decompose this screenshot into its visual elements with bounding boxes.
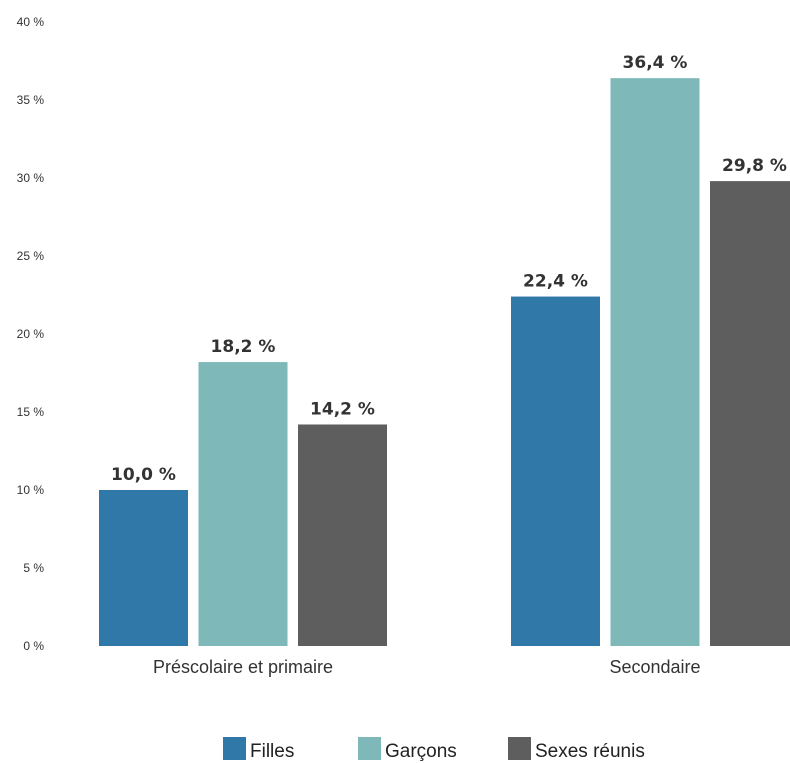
y-tick-label: 0 % <box>23 639 44 653</box>
y-tick-label: 5 % <box>23 561 44 575</box>
data-label: 36,4 % <box>623 53 688 73</box>
bar-garcons-secondaire <box>610 78 700 646</box>
bar-garcons-prescolaire-et-primaire <box>198 362 288 646</box>
data-label: 29,8 % <box>722 156 787 176</box>
y-tick-label: 15 % <box>17 405 45 419</box>
data-label: 22,4 % <box>523 272 588 292</box>
legend-swatch-filles <box>223 737 246 760</box>
y-axis: 0 % 5 % 10 % 15 % 20 % 25 % 30 % 35 % 40 % <box>17 15 45 653</box>
data-label: 18,2 % <box>211 337 276 357</box>
bar-filles-prescolaire-et-primaire <box>99 490 188 646</box>
bars <box>99 78 790 646</box>
data-labels: 10,0 % 18,2 % 14,2 % 22,4 % 36,4 % 29,8 % <box>111 53 787 485</box>
x-category-label: Secondaire <box>609 657 700 677</box>
y-tick-label: 25 % <box>17 249 45 263</box>
legend-label: Filles <box>250 741 294 762</box>
legend-label: Sexes réunis <box>535 741 645 762</box>
bar-filles-secondaire <box>511 296 600 646</box>
bar-sexes-reunis-secondaire <box>710 181 790 646</box>
x-category-label: Préscolaire et primaire <box>153 657 333 677</box>
y-tick-label: 40 % <box>17 15 45 29</box>
y-tick-label: 20 % <box>17 327 45 341</box>
legend-swatch-sexes-reunis <box>508 737 531 760</box>
legend-label: Garçons <box>385 741 457 762</box>
legend: Filles Garçons Sexes réunis <box>223 737 645 762</box>
y-tick-label: 30 % <box>17 171 45 185</box>
legend-swatch-garcons <box>358 737 381 760</box>
bar-sexes-reunis-prescolaire-et-primaire <box>298 424 387 646</box>
y-tick-label: 35 % <box>17 93 45 107</box>
y-tick-label: 10 % <box>17 483 45 497</box>
data-label: 14,2 % <box>310 399 375 419</box>
x-axis: Préscolaire et primaire Secondaire <box>153 657 701 677</box>
data-label: 10,0 % <box>111 465 176 485</box>
